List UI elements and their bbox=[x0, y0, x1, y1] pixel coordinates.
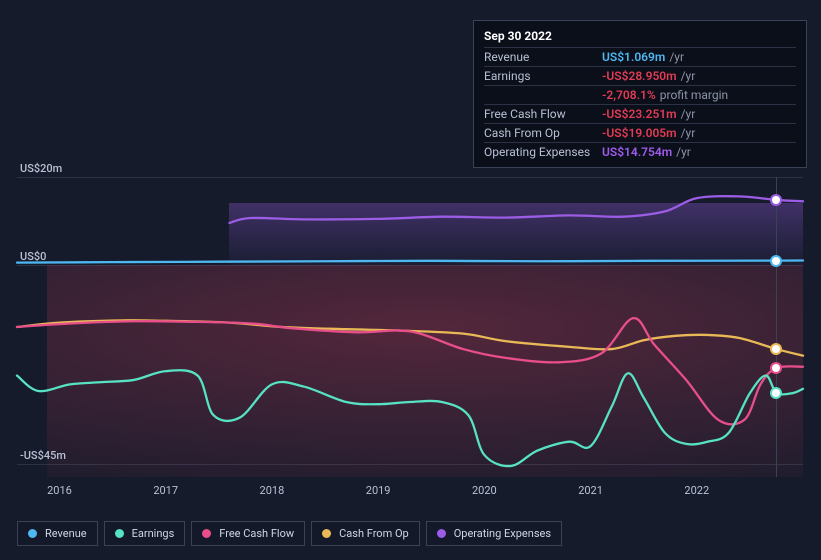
legend-label: Cash From Op bbox=[339, 527, 409, 540]
tooltip-row-value: -2,708.1% bbox=[602, 88, 656, 102]
tooltip-row-value: -US$19.005m bbox=[602, 126, 677, 140]
earnings-line bbox=[17, 370, 803, 466]
tooltip-row-suffix: /yr bbox=[669, 50, 684, 64]
x-tick-label: 2022 bbox=[684, 484, 709, 497]
tooltip-row: -2,708.1% profit margin bbox=[484, 85, 796, 104]
x-tick-label: 2017 bbox=[153, 484, 178, 497]
tooltip-row: Cash From Op-US$19.005m/yr bbox=[484, 123, 796, 142]
legend-label: Revenue bbox=[45, 527, 87, 540]
tooltip-row-label: Earnings bbox=[484, 69, 602, 83]
tooltip-row: Free Cash Flow-US$23.251m/yr bbox=[484, 104, 796, 123]
legend-item[interactable]: Free Cash Flow bbox=[191, 521, 305, 546]
tooltip-row-suffix: /yr bbox=[681, 107, 696, 121]
legend-item[interactable]: Revenue bbox=[17, 521, 98, 546]
tooltip-row: Earnings-US$28.950m/yr bbox=[484, 66, 796, 85]
tooltip-row-suffix: /yr bbox=[681, 126, 696, 140]
tooltip-row-value: US$14.754m bbox=[602, 145, 672, 159]
opExpenses-marker-dot bbox=[772, 196, 780, 204]
tooltip-row-label: Free Cash Flow bbox=[484, 107, 602, 121]
y-tick-label: US$20m bbox=[20, 162, 62, 177]
freeCashFlow-marker-dot bbox=[772, 364, 780, 372]
x-tick-label: 2020 bbox=[472, 484, 497, 497]
tooltip-row: Operating ExpensesUS$14.754m/yr bbox=[484, 142, 796, 161]
point-tooltip: Sep 30 2022 RevenueUS$1.069m/yrEarnings-… bbox=[473, 20, 807, 168]
tooltip-row-value: US$1.069m bbox=[602, 50, 665, 64]
tooltip-row-label: Operating Expenses bbox=[484, 145, 602, 159]
series-lines bbox=[17, 177, 803, 477]
legend-swatch bbox=[28, 529, 37, 538]
tooltip-row: RevenueUS$1.069m/yr bbox=[484, 47, 796, 66]
tooltip-row-value: -US$23.251m bbox=[602, 107, 677, 121]
legend: Revenue Earnings Free Cash Flow Cash From O… bbox=[17, 521, 562, 546]
legend-label: Free Cash Flow bbox=[219, 527, 294, 540]
opExpenses-line bbox=[229, 196, 803, 223]
legend-label: Earnings bbox=[132, 527, 175, 540]
legend-swatch bbox=[202, 529, 211, 538]
revenue-line bbox=[17, 261, 803, 263]
x-tick-label: 2019 bbox=[366, 484, 391, 497]
tooltip-date: Sep 30 2022 bbox=[484, 27, 796, 47]
legend-item[interactable]: Earnings bbox=[104, 521, 186, 546]
x-axis: 2016 2017 2018 2019 2020 2021 2022 bbox=[17, 480, 803, 500]
legend-label: Operating Expenses bbox=[454, 527, 551, 540]
tooltip-row-value: -US$28.950m bbox=[602, 69, 677, 83]
legend-item[interactable]: Cash From Op bbox=[311, 521, 420, 546]
revenue-marker-dot bbox=[772, 257, 780, 265]
tooltip-row-suffix: profit margin bbox=[660, 88, 728, 102]
tooltip-row-suffix: /yr bbox=[681, 69, 696, 83]
x-tick-label: 2018 bbox=[260, 484, 285, 497]
legend-swatch bbox=[322, 529, 331, 538]
tooltip-row-label: Revenue bbox=[484, 50, 602, 64]
legend-item[interactable]: Operating Expenses bbox=[426, 521, 562, 546]
cashFromOp-marker-dot bbox=[772, 345, 780, 353]
financials-chart-panel: Sep 30 2022 RevenueUS$1.069m/yrEarnings-… bbox=[0, 0, 821, 560]
legend-swatch bbox=[115, 529, 124, 538]
tooltip-row-label: Cash From Op bbox=[484, 126, 602, 140]
x-tick-label: 2016 bbox=[47, 484, 72, 497]
tooltip-row-suffix: /yr bbox=[676, 145, 691, 159]
legend-swatch bbox=[437, 529, 446, 538]
earnings-marker-dot bbox=[772, 389, 780, 397]
cashFromOp-line bbox=[17, 320, 803, 355]
x-tick-label: 2021 bbox=[578, 484, 603, 497]
